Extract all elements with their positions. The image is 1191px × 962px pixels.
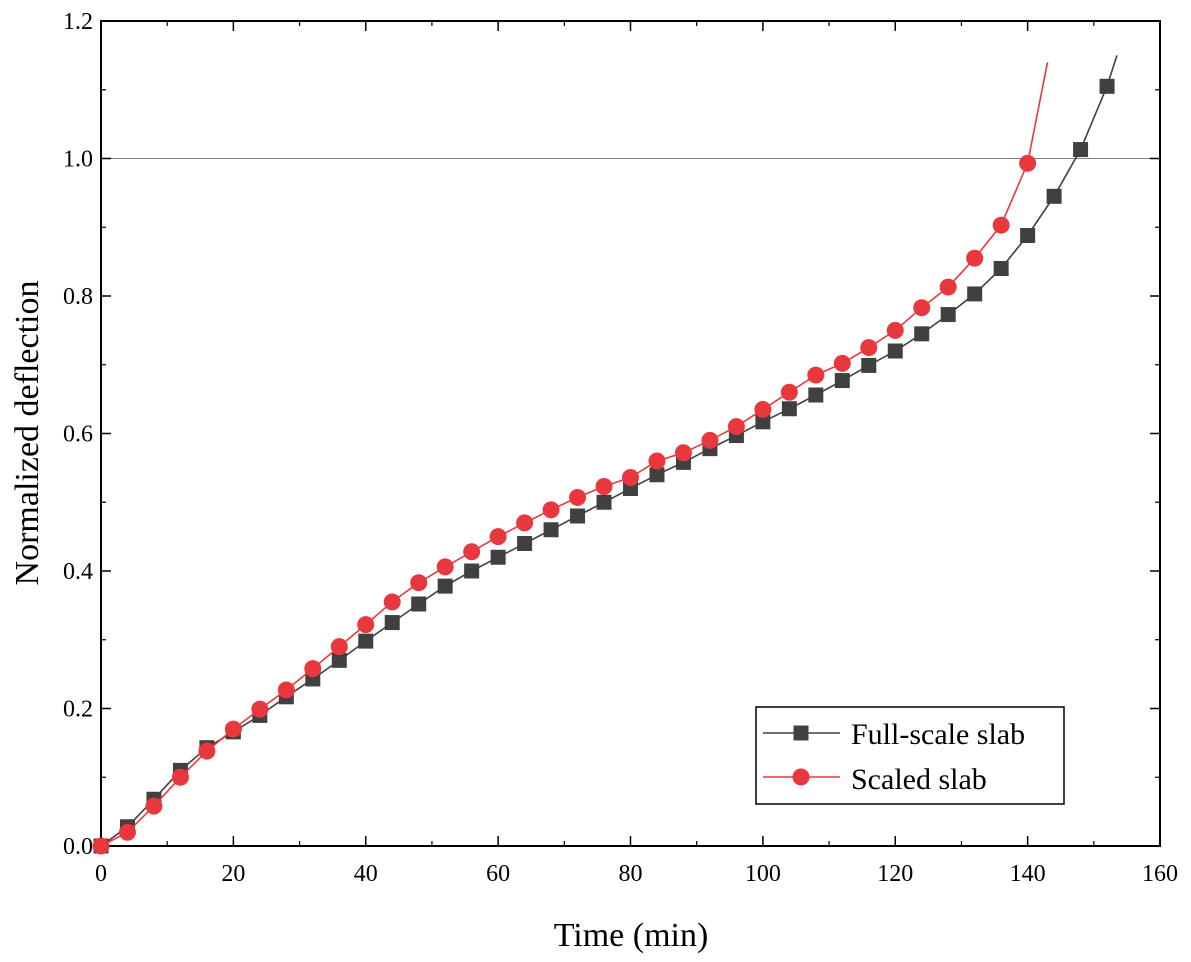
data-point-full-scale	[1073, 142, 1089, 158]
data-point-scaled	[251, 700, 269, 718]
data-point-scaled	[992, 216, 1010, 234]
data-point-scaled	[92, 837, 110, 855]
data-point-full-scale	[1099, 78, 1115, 94]
data-point-scaled	[780, 383, 798, 401]
legend-marker-square	[793, 725, 809, 741]
data-point-full-scale	[808, 387, 824, 403]
y-tick-label: 0.6	[63, 422, 93, 448]
legend-marker-circle	[792, 768, 810, 786]
data-point-full-scale	[437, 578, 453, 594]
x-axis-title: Time (min)	[554, 917, 709, 954]
x-tick-label: 60	[486, 861, 510, 887]
data-point-full-scale	[781, 401, 797, 417]
data-point-full-scale	[358, 633, 374, 649]
data-point-full-scale	[1020, 228, 1036, 243]
x-axis-ticks: 0 20 40 60 80 100 120 140 160	[95, 21, 1178, 887]
y-tick-label: 1.2	[63, 9, 93, 35]
data-point-scaled	[754, 400, 772, 418]
y-tick-label: 0.8	[63, 284, 93, 310]
series-line-0	[100, 55, 1118, 847]
data-point-full-scale	[570, 508, 586, 524]
data-point-scaled	[489, 528, 507, 546]
data-point-scaled	[807, 366, 825, 384]
data-point-scaled	[224, 720, 242, 738]
data-point-full-scale	[887, 343, 903, 359]
data-point-full-scale	[940, 307, 956, 323]
data-point-scaled	[622, 469, 639, 486]
series-layer	[92, 55, 1118, 855]
x-tick-label: 100	[745, 861, 781, 887]
legend-label-full-scale: Full-scale slab	[851, 718, 1025, 751]
data-point-full-scale	[861, 357, 877, 373]
data-point-scaled	[463, 543, 481, 561]
data-point-full-scale	[1046, 188, 1062, 204]
data-point-scaled	[145, 797, 163, 815]
x-tick-label: 20	[221, 861, 245, 887]
y-tick-label: 1.0	[63, 147, 93, 173]
data-point-scaled	[966, 249, 984, 267]
data-point-scaled	[595, 477, 613, 495]
data-point-full-scale	[649, 467, 665, 483]
data-point-scaled	[516, 514, 534, 532]
x-tick-label: 0	[95, 861, 107, 887]
data-point-scaled	[542, 501, 560, 519]
data-point-scaled	[198, 742, 216, 760]
data-point-full-scale	[411, 596, 427, 612]
data-point-full-scale	[834, 373, 850, 389]
y-tick-label: 0.4	[63, 559, 93, 585]
data-point-scaled	[939, 278, 957, 296]
data-point-full-scale	[755, 414, 771, 430]
legend-box	[755, 706, 1065, 805]
x-tick-label: 80	[619, 861, 643, 887]
data-point-scaled	[674, 444, 692, 462]
data-point-scaled	[860, 339, 878, 357]
x-tick-label: 40	[354, 861, 378, 887]
y-axis-title: Normalized deflection	[9, 281, 46, 586]
data-point-full-scale	[596, 494, 612, 510]
y-tick-label: 0.2	[63, 697, 93, 723]
y-tick-label: 0.0	[63, 834, 93, 860]
data-point-scaled	[569, 488, 587, 506]
y-axis-ticks: 0.0 0.2 0.4 0.6 0.8 1.0 1.2	[63, 9, 1160, 860]
data-point-scaled	[648, 452, 666, 470]
data-point-scaled	[436, 558, 454, 576]
data-point-full-scale	[967, 286, 983, 302]
x-tick-label: 160	[1142, 861, 1178, 887]
data-point-full-scale	[464, 563, 480, 579]
legend: Full-scale slab Scaled slab	[755, 706, 1065, 805]
x-tick-label: 120	[877, 861, 913, 887]
data-point-scaled	[410, 574, 428, 592]
data-point-scaled	[701, 431, 719, 449]
data-point-scaled	[357, 616, 375, 634]
data-point-scaled	[330, 638, 348, 656]
data-point-full-scale	[543, 522, 559, 538]
data-point-scaled	[277, 681, 295, 699]
data-point-full-scale	[993, 261, 1009, 276]
data-point-scaled	[171, 768, 189, 786]
x-tick-label: 140	[1010, 861, 1046, 887]
data-point-full-scale	[490, 549, 506, 565]
data-point-scaled	[1019, 154, 1037, 172]
data-point-scaled	[383, 593, 401, 611]
data-point-scaled	[913, 299, 931, 317]
data-point-full-scale	[914, 326, 930, 342]
legend-label-scaled: Scaled slab	[851, 763, 987, 796]
data-point-full-scale	[384, 615, 400, 631]
data-point-full-scale	[517, 536, 533, 551]
data-point-scaled	[118, 823, 136, 841]
data-point-full-scale	[331, 652, 347, 668]
data-point-scaled	[727, 418, 745, 436]
data-point-scaled	[304, 660, 322, 678]
data-point-scaled	[886, 321, 904, 339]
data-point-scaled	[833, 354, 851, 372]
